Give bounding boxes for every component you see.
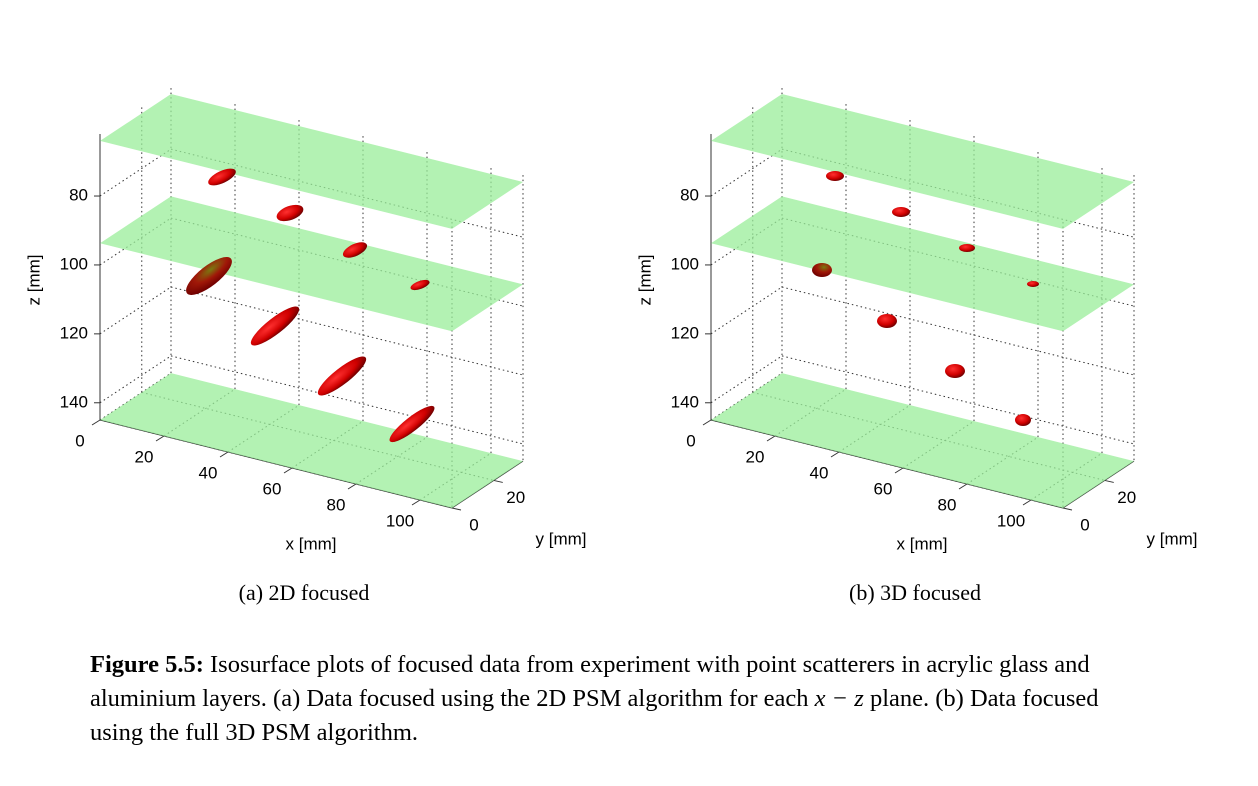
- layer-plane: [100, 94, 523, 229]
- y-tick-label: 0: [1080, 515, 1089, 534]
- z-tick-label: 80: [69, 186, 88, 205]
- scatterer: [342, 242, 368, 258]
- grid-line: [781, 286, 1135, 376]
- y-axis-label: y [mm]: [536, 529, 587, 548]
- tick-mark: [830, 451, 840, 458]
- grid-line: [710, 148, 783, 197]
- caption-text: plane. (b) Data focused using the full 3…: [90, 685, 1099, 746]
- tick-mark: [894, 467, 904, 474]
- scatterer: [250, 306, 300, 346]
- figure: 80 100 120 140 0 20 40 60 80 100 0 20 x [mm] y [mm] z …: [24, 87, 1198, 605]
- grid-line: [710, 286, 783, 335]
- layer-plane: [711, 373, 1134, 508]
- scatterer: [826, 171, 844, 181]
- tick-mark: [958, 483, 968, 490]
- caption-text: Isosurface plots of focused data from ex…: [90, 651, 1090, 712]
- grid-line: [710, 372, 783, 421]
- y-axis-label: y [mm]: [1147, 529, 1198, 548]
- scatterer: [812, 263, 832, 277]
- scatterer: [1015, 414, 1031, 426]
- z-tick-label: 140: [671, 392, 699, 411]
- tick-mark: [702, 419, 712, 426]
- x-tick-label: 60: [263, 479, 282, 498]
- layer-plane: [100, 196, 523, 332]
- panel-a: 80 100 120 140 0 20 40 60 80 100 0 20 x [mm] y [mm] z …: [24, 87, 587, 605]
- scatterer: [877, 314, 897, 328]
- y-tick-label: 20: [1117, 488, 1136, 507]
- tick-mark: [155, 435, 165, 442]
- subcaption: (a) 2D focused: [239, 580, 370, 605]
- tick-mark: [766, 435, 776, 442]
- scatterer: [186, 257, 232, 295]
- x-tick-label: 100: [386, 511, 414, 530]
- caption-math: x − z: [814, 685, 864, 712]
- figure-caption: Figure 5.5: Isosurface plots of focused …: [90, 648, 1140, 750]
- caption-label: Figure 5.5:: [90, 651, 204, 678]
- grid-line: [99, 286, 172, 335]
- grid-line: [170, 286, 524, 376]
- x-tick-label: 80: [938, 495, 957, 514]
- scatterer: [208, 168, 236, 186]
- x-tick-label: 0: [75, 431, 84, 450]
- z-tick-label: 100: [60, 254, 88, 273]
- x-tick-label: 40: [199, 463, 218, 482]
- tick-mark: [1062, 507, 1073, 511]
- z-axis-label: z [mm]: [635, 255, 654, 306]
- grid-line: [170, 355, 524, 445]
- scatterer: [317, 356, 367, 396]
- tick-mark: [91, 419, 101, 426]
- z-tick-label: 140: [60, 392, 88, 411]
- z-tick-label: 120: [60, 323, 88, 342]
- subcaption: (b) 3D focused: [849, 580, 981, 605]
- tick-mark: [411, 499, 421, 506]
- layer-plane: [100, 373, 523, 508]
- scatterer: [945, 364, 965, 378]
- x-tick-label: 40: [810, 463, 829, 482]
- x-axis-label: x [mm]: [286, 534, 337, 553]
- x-tick-label: 60: [874, 479, 893, 498]
- scatterer: [389, 405, 435, 443]
- tick-mark: [451, 507, 462, 511]
- tick-mark: [347, 483, 357, 490]
- z-axis-label: z [mm]: [24, 255, 43, 306]
- tick-mark: [1104, 479, 1114, 483]
- scatterer: [892, 207, 910, 217]
- z-tick-label: 100: [671, 254, 699, 273]
- tick-mark: [283, 467, 293, 474]
- tick-mark: [1022, 499, 1032, 506]
- grid-line: [99, 148, 172, 197]
- layer-plane: [711, 196, 1134, 332]
- grid-line: [781, 355, 1135, 445]
- scatterer: [276, 204, 304, 222]
- tick-mark: [219, 451, 229, 458]
- x-tick-label: 20: [135, 447, 154, 466]
- tick-mark: [493, 479, 503, 483]
- grid-line: [99, 217, 172, 266]
- x-tick-label: 20: [746, 447, 765, 466]
- x-tick-label: 100: [997, 511, 1025, 530]
- grid-line: [99, 355, 172, 404]
- x-axis-label: x [mm]: [897, 534, 948, 553]
- y-tick-label: 20: [506, 488, 525, 507]
- grid-line: [710, 217, 783, 266]
- x-tick-label: 0: [686, 431, 695, 450]
- scatterer: [410, 279, 430, 291]
- grid-line: [710, 355, 783, 404]
- panel-b: 80 100 120 140 0 20 40 60 80 100 0 20 x [mm] y [mm] z …: [635, 87, 1198, 605]
- z-tick-label: 120: [671, 323, 699, 342]
- y-tick-label: 0: [469, 515, 478, 534]
- scatterer: [959, 244, 975, 252]
- x-tick-label: 80: [327, 495, 346, 514]
- scatterer: [1027, 281, 1039, 287]
- z-tick-label: 80: [680, 186, 699, 205]
- layer-plane: [711, 94, 1134, 229]
